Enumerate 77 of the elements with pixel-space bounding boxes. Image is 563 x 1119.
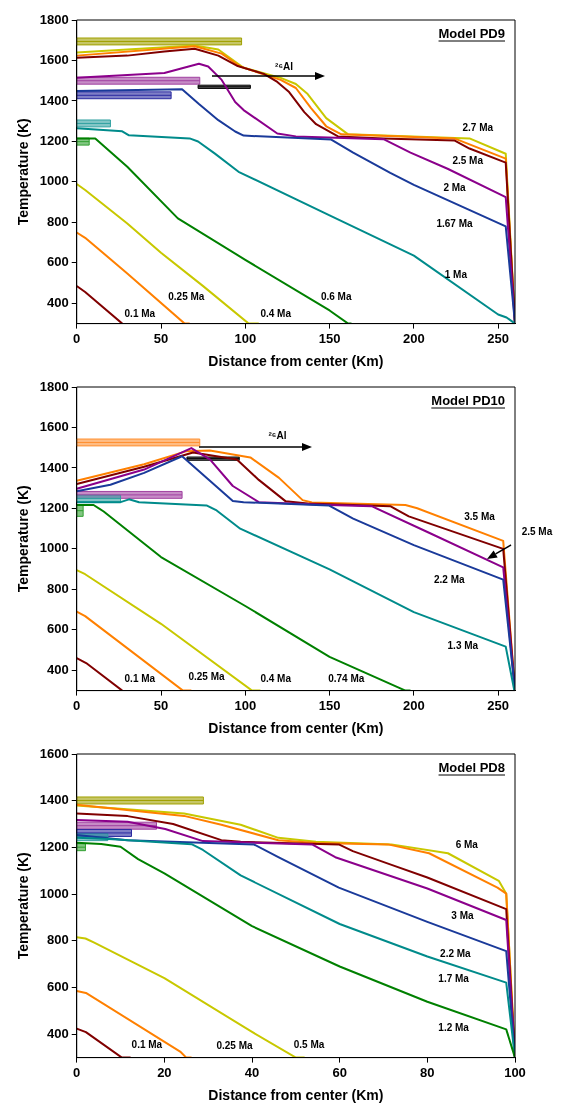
y-tick-label: 1000 [39,540,69,556]
text: Model PD8 [438,760,505,775]
annotation: 1.3 Ma [447,640,479,652]
annotation: 0.4 Ma [260,673,292,685]
annotation: 2.5 Ma [452,155,484,167]
y-tick-label: 1800 [39,11,69,27]
y-tick-label: 400 [47,294,69,310]
annotation: 1.7 Ma [438,973,470,985]
y-tick-label: 1200 [39,500,69,516]
y-tick-label: 800 [47,213,69,229]
x-axis-title: Distance from center (Km) [208,1087,384,1104]
x-tick-label: 150 [318,330,341,346]
y-tick-label: 1000 [39,885,69,901]
y-tick-label: 1200 [39,838,69,854]
annotation: 1 Ma [444,268,468,280]
annotation: 2.2 Ma [433,574,465,586]
annotation: 3 Ma [451,910,474,922]
annotation: 1.67 Ma [436,218,474,230]
x-tick-label: 100 [234,330,257,346]
annotation: 0.25 Ma [168,290,205,302]
annotation: 2.7 Ma [462,122,494,134]
y-tick-label: 1400 [39,459,69,475]
text: 2.5 Ma [521,525,553,537]
y-tick-label: 1400 [39,792,69,808]
y-axis-title: Temperature (K) [15,852,32,960]
y-tick-label: 1600 [39,745,69,761]
annotation: 0.1 Ma [124,307,156,319]
x-tick-label: 200 [403,330,425,346]
y-tick-label: 1800 [39,378,69,394]
x-tick-label: 50 [153,330,169,346]
x-tick-label: 100 [504,1064,526,1080]
x-tick-label: 0 [73,1064,81,1080]
x-axis-title: Distance from center (Km) [208,720,384,737]
y-tick-label: 1600 [39,419,69,435]
x-tick-label: 150 [318,697,341,713]
text: Model PD9 [438,26,505,41]
y-tick-label: 600 [47,621,69,637]
y-tick-label: 1000 [39,173,69,189]
x-tick-label: 0 [73,697,81,713]
x-tick-label: 200 [403,697,425,713]
x-tick-label: 100 [234,697,257,713]
annotation: 3.5 Ma [464,510,496,522]
annotation: 2 Ma [443,181,467,193]
y-axis-title: Temperature (K) [15,485,32,593]
annotation: 0.5 Ma [293,1038,325,1050]
x-axis-title: Distance from center (Km) [208,353,384,370]
annotation: ²⁶Al [275,61,294,73]
y-tick-label: 400 [47,1025,69,1041]
x-tick-label: 20 [157,1064,172,1080]
text: Model PD10 [431,393,505,408]
x-tick-label: 80 [420,1064,435,1080]
y-tick-label: 600 [47,254,69,270]
x-tick-label: 60 [332,1064,347,1080]
y-tick-label: 800 [47,932,69,948]
y-tick-label: 1600 [39,52,69,68]
annotation: 6 Ma [455,838,479,850]
annotation: ²⁶Al [268,429,287,441]
x-tick-label: 50 [153,697,169,713]
annotation: 0.1 Ma [124,673,156,685]
annotation: 0.25 Ma [188,671,225,683]
y-tick-label: 400 [47,661,69,677]
annotation: 0.25 Ma [216,1040,253,1052]
y-tick-label: 1400 [39,92,69,108]
x-tick-label: 250 [487,697,509,713]
y-tick-label: 600 [47,979,69,995]
x-tick-label: 0 [73,330,81,346]
annotation: 0.6 Ma [320,290,352,302]
annotation: 0.74 Ma [328,672,365,684]
annotation: 1.2 Ma [438,1021,470,1033]
annotation: 0.1 Ma [131,1038,163,1050]
y-axis-title: Temperature (K) [15,118,32,226]
x-tick-label: 40 [244,1064,260,1080]
annotation: 0.4 Ma [260,307,292,319]
y-tick-label: 1200 [39,133,69,149]
x-tick-label: 250 [487,330,509,346]
annotation: 2.2 Ma [440,947,472,959]
y-tick-label: 800 [47,580,69,596]
